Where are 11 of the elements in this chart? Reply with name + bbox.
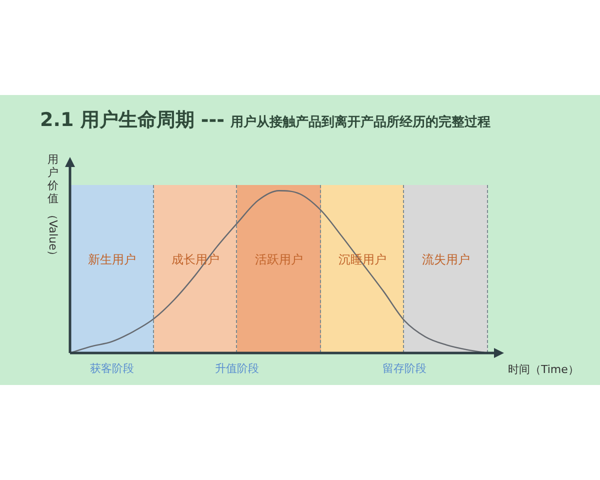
y-axis-title: 用户价值（Value） — [46, 153, 60, 262]
x-axis-title: 时间（Time） — [508, 362, 579, 377]
annotation: 成长用户 — [171, 252, 220, 267]
text: 留存阶段 — [382, 362, 426, 375]
chart-title: 2.1 用户生命周期 --- — [40, 109, 225, 131]
annotation: 活跃用户 — [255, 252, 303, 267]
text: 升值阶段 — [215, 362, 260, 375]
text: 获客阶段 — [90, 362, 134, 375]
chart-subtitle: 用户从接触产品到离开产品所经历的完整过程 — [230, 115, 491, 130]
annotation: 流失用户 — [422, 252, 470, 267]
annotation: 新生用户 — [88, 252, 136, 267]
